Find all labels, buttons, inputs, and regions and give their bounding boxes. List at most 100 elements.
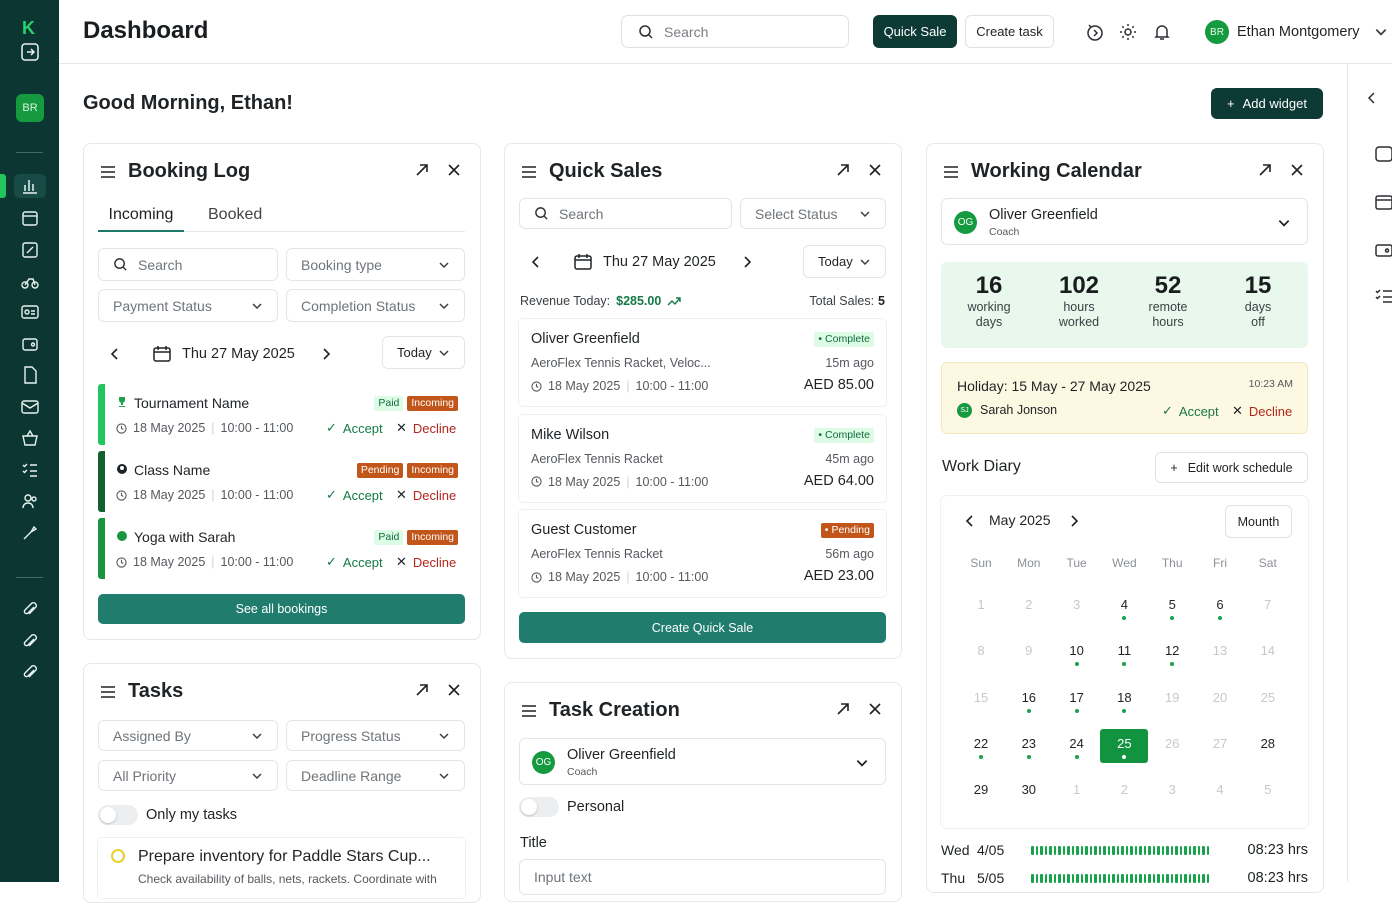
calendar-day[interactable]: 4	[1100, 590, 1148, 624]
wallet-icon[interactable]	[1374, 240, 1392, 260]
calendar-day[interactable]: 3	[1053, 590, 1101, 624]
calendar-day[interactable]: 17	[1053, 683, 1101, 717]
sale-item[interactable]: Mike Wilson • Complete AeroFlex Tennis Ra…	[519, 414, 886, 502]
tools-icon[interactable]	[20, 523, 40, 543]
calendar-day[interactable]: 7	[1244, 590, 1292, 624]
decline-button[interactable]: ✕ Decline	[396, 487, 456, 503]
close-icon[interactable]	[446, 682, 464, 700]
calendar-day[interactable]: 20	[1196, 683, 1244, 717]
calendar-day[interactable]: 23	[1005, 729, 1053, 763]
assigned-by-select[interactable]: Assigned By	[98, 720, 278, 751]
decline-button[interactable]: ✕ Decline	[1232, 403, 1292, 419]
menu-icon[interactable]	[943, 165, 959, 179]
calendar-day[interactable]: 8	[957, 636, 1005, 670]
file-icon[interactable]	[20, 365, 40, 385]
bell-icon[interactable]	[1152, 22, 1172, 42]
search-input[interactable]: Search	[519, 198, 732, 229]
calendar-day[interactable]: 2	[1100, 775, 1148, 809]
expand-icon[interactable]	[414, 162, 432, 180]
user-menu[interactable]: BR Ethan Montgomery	[1205, 16, 1388, 48]
chevron-right-icon[interactable]	[1067, 514, 1081, 528]
chevron-left-icon[interactable]	[529, 255, 543, 269]
calendar-day[interactable]: 24	[1053, 729, 1101, 763]
search-input[interactable]: Search	[621, 15, 849, 48]
sale-item[interactable]: Oliver Greenfield • Complete AeroFlex Ten…	[519, 319, 886, 406]
id-card-icon[interactable]	[20, 302, 40, 322]
assignee-select[interactable]: OG Oliver Greenfield Coach	[519, 738, 886, 785]
booking-item[interactable]: Tournament Name Paid Incoming 18 May 202…	[98, 384, 466, 445]
progress-status-select[interactable]: Progress Status	[286, 720, 465, 751]
person-select[interactable]: OG Oliver Greenfield Coach	[941, 198, 1308, 245]
gear-icon[interactable]	[1118, 22, 1138, 42]
status-select[interactable]: Select Status	[740, 198, 886, 229]
calendar-day[interactable]: 18	[1100, 683, 1148, 717]
menu-icon[interactable]	[100, 165, 116, 179]
chart-icon[interactable]	[21, 177, 39, 195]
today-select[interactable]: Today	[382, 336, 465, 369]
add-widget-button[interactable]: + Add widget	[1211, 88, 1323, 119]
create-quick-sale-button[interactable]: Create Quick Sale	[519, 612, 886, 643]
edit-icon[interactable]	[20, 240, 40, 260]
see-all-bookings-button[interactable]: See all bookings	[98, 594, 465, 624]
calendar-day[interactable]: 5	[1148, 590, 1196, 624]
expand-icon[interactable]	[414, 682, 432, 700]
accept-button[interactable]: ✓ Accept	[326, 420, 383, 436]
calendar-day[interactable]: 12	[1148, 636, 1196, 670]
calendar-day[interactable]: 11	[1100, 636, 1148, 670]
accept-button[interactable]: ✓ Accept	[326, 554, 383, 570]
calendar-day[interactable]: 14	[1244, 636, 1292, 670]
view-select[interactable]: Mounth	[1225, 505, 1292, 538]
checklist-icon[interactable]	[1374, 286, 1392, 306]
accept-button[interactable]: ✓ Accept	[1162, 403, 1219, 419]
calendar-day[interactable]: 15	[957, 683, 1005, 717]
booking-item[interactable]: Yoga with Sarah Paid Incoming 18 May 202…	[98, 518, 466, 579]
calendar-day[interactable]: 22	[957, 729, 1005, 763]
booking-type-select[interactable]: Booking type	[286, 248, 465, 281]
search-input[interactable]: Search	[98, 248, 278, 281]
chevron-right-icon[interactable]	[319, 347, 333, 361]
edit-work-schedule-button[interactable]: + Edit work schedule	[1155, 452, 1308, 483]
task-item[interactable]: Prepare inventory for Paddle Stars Cup..…	[98, 838, 465, 898]
calendar-day[interactable]: 1	[1053, 775, 1101, 809]
only-my-tasks-toggle[interactable]	[98, 805, 138, 825]
chevron-left-icon[interactable]	[108, 347, 122, 361]
close-icon[interactable]	[1289, 162, 1307, 180]
calendar-day[interactable]: 2	[1005, 590, 1053, 624]
calendar-day[interactable]: 13	[1196, 636, 1244, 670]
calendar-day[interactable]: 4	[1196, 775, 1244, 809]
close-icon[interactable]	[446, 162, 464, 180]
accept-button[interactable]: ✓ Accept	[326, 487, 383, 503]
calendar-day[interactable]: 30	[1005, 775, 1053, 809]
expand-icon[interactable]	[835, 701, 853, 719]
close-icon[interactable]	[867, 701, 885, 719]
calendar-day[interactable]: 9	[1005, 636, 1053, 670]
calendar-day[interactable]: 16	[1005, 683, 1053, 717]
paperclip-icon[interactable]	[20, 600, 40, 620]
chevron-left-icon[interactable]	[963, 514, 977, 528]
close-icon[interactable]	[867, 162, 885, 180]
calendar-day[interactable]: 1	[957, 590, 1005, 624]
menu-icon[interactable]	[521, 165, 537, 179]
today-select[interactable]: Today	[803, 245, 886, 278]
calendar-day[interactable]: 3	[1148, 775, 1196, 809]
logout-icon[interactable]	[20, 42, 40, 62]
payment-status-select[interactable]: Payment Status	[98, 289, 278, 322]
paperclip-icon[interactable]	[20, 632, 40, 652]
expand-icon[interactable]	[1257, 162, 1275, 180]
wallet-icon[interactable]	[20, 334, 40, 354]
calendar-icon[interactable]	[1374, 192, 1392, 212]
chat-icon[interactable]	[1374, 144, 1392, 164]
calendar-day[interactable]: 25	[1100, 728, 1149, 763]
mail-icon[interactable]	[20, 397, 40, 417]
personal-toggle[interactable]	[519, 797, 559, 817]
menu-icon[interactable]	[521, 704, 537, 718]
paperclip-icon[interactable]	[20, 663, 40, 683]
calendar-day[interactable]: 25	[1244, 683, 1292, 717]
calendar-day[interactable]: 29	[957, 775, 1005, 809]
booking-item[interactable]: Class Name Pending Incoming 18 May 2025 …	[98, 451, 466, 512]
calendar-icon[interactable]	[20, 208, 40, 228]
calendar-day[interactable]: 19	[1148, 683, 1196, 717]
bike-icon[interactable]	[20, 271, 40, 291]
basket-icon[interactable]	[20, 428, 40, 448]
calendar-day[interactable]: 28	[1244, 729, 1292, 763]
